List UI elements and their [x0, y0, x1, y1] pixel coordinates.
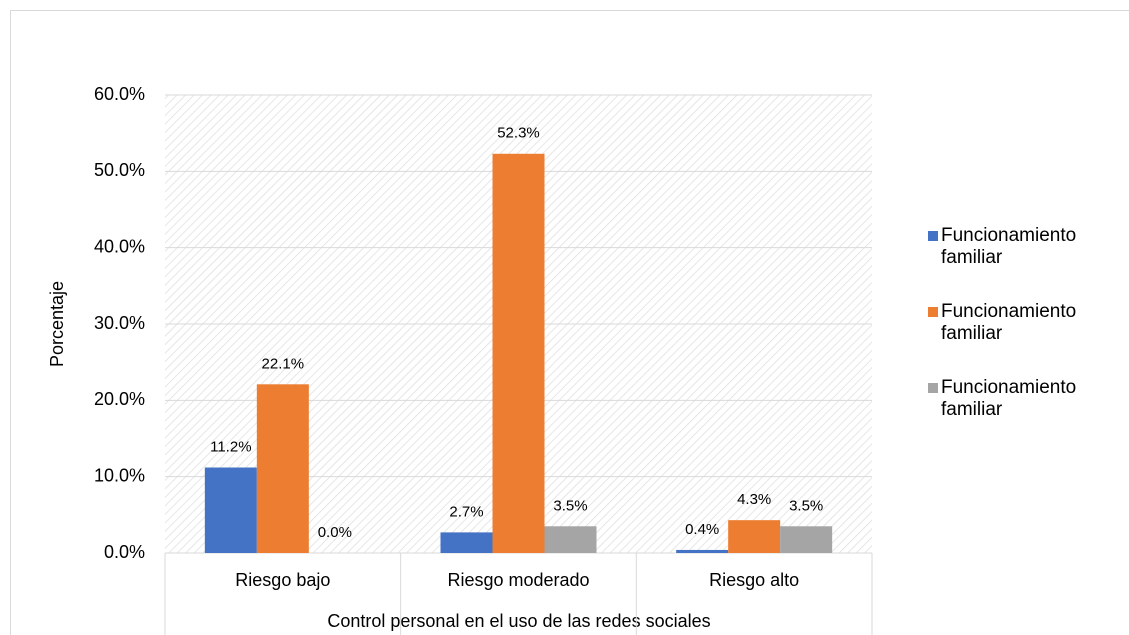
bar [780, 526, 833, 553]
legend-label: Funcionamiento familiar [941, 225, 1077, 268]
bar [544, 526, 597, 553]
y-tick-label: 50.0% [94, 160, 145, 180]
bar [256, 384, 309, 553]
x-tick-label: Riesgo bajo [235, 570, 330, 590]
data-label: 52.3% [497, 125, 540, 142]
data-label: 11.2% [210, 438, 251, 455]
data-label: 0.0% [318, 524, 352, 541]
bar [492, 153, 545, 553]
x-tick-label: Riesgo alto [709, 570, 799, 590]
legend-item: Funcionamiento familiar [928, 225, 1118, 269]
data-label: 3.5% [789, 497, 823, 514]
x-tick-label: Riesgo moderado [447, 570, 589, 590]
y-tick-label: 30.0% [94, 313, 145, 333]
y-tick-label: 0.0% [104, 542, 145, 562]
legend-label: Funcionamiento familiar [941, 301, 1077, 344]
bar [440, 532, 493, 553]
y-tick-label: 20.0% [94, 389, 145, 409]
x-axis-title: Control personal en el uso de las redes … [327, 611, 710, 631]
bar [204, 467, 257, 553]
data-label: 22.1% [262, 355, 305, 372]
legend-item: Funcionamiento familiar [928, 377, 1118, 421]
bar [728, 520, 781, 553]
y-tick-label: 40.0% [94, 236, 145, 256]
data-label: 3.5% [553, 497, 587, 514]
y-axis-title: Porcentaje [47, 281, 67, 367]
data-label: 4.3% [737, 491, 771, 508]
legend-swatch [928, 307, 938, 317]
legend-swatch [928, 383, 938, 393]
bar [676, 549, 729, 553]
legend-item: Funcionamiento familiar [928, 301, 1118, 345]
y-tick-label: 10.0% [94, 465, 145, 485]
frame [10, 10, 1129, 635]
legend-swatch [928, 231, 938, 241]
y-tick-label: 60.0% [94, 84, 145, 104]
legend-label: Funcionamiento familiar [941, 377, 1077, 420]
data-label: 0.4% [685, 521, 719, 538]
data-label: 2.7% [449, 503, 483, 520]
